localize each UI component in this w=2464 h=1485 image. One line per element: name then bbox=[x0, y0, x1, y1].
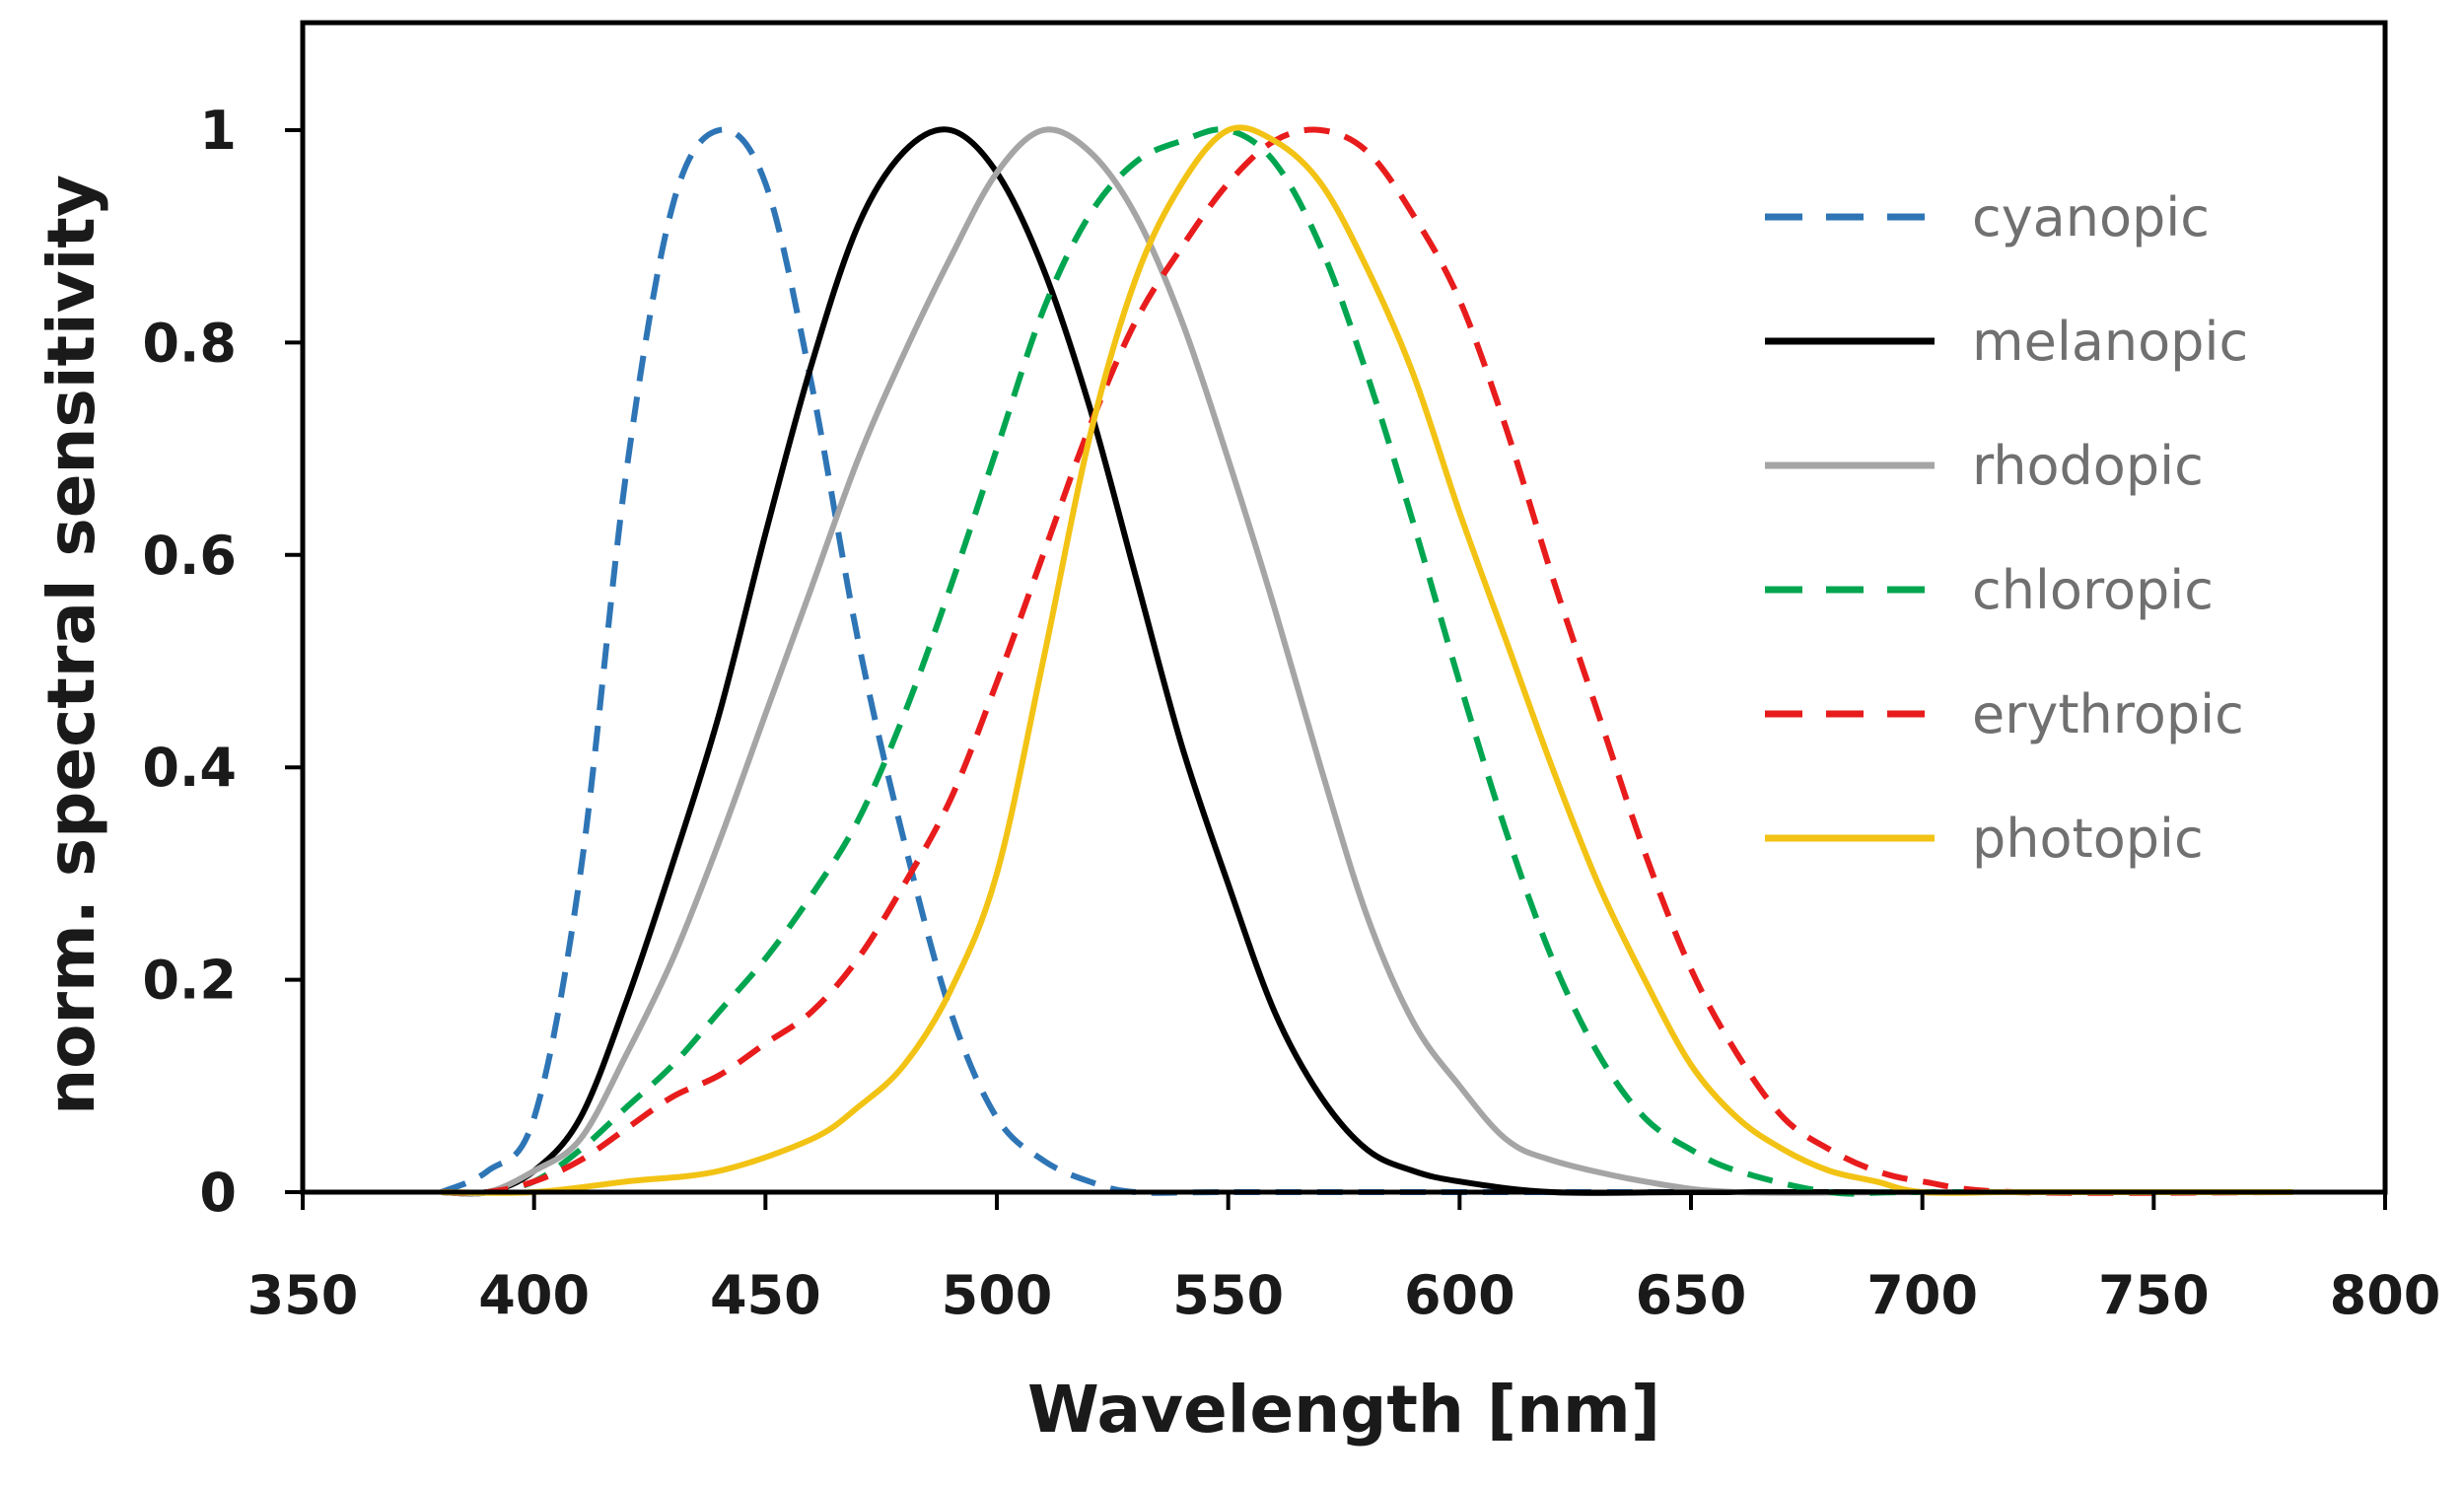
x-tick-label: 700 bbox=[1866, 1264, 1978, 1326]
legend-label-chloropic: chloropic bbox=[1972, 559, 2214, 621]
y-tick-label: 0.2 bbox=[142, 950, 237, 1012]
legend-label-photopic: photopic bbox=[1972, 808, 2204, 870]
legend-label-rhodopic: rhodopic bbox=[1972, 435, 2204, 497]
x-tick-label: 500 bbox=[942, 1264, 1053, 1326]
plot-frame bbox=[300, 20, 2388, 1195]
x-tick-label: 450 bbox=[710, 1264, 821, 1326]
x-axis-title: Wavelength [nm] bbox=[1027, 1372, 1660, 1448]
x-tick-label: 650 bbox=[1636, 1264, 1747, 1326]
y-tick-label: 0.4 bbox=[142, 737, 237, 799]
series-line-chloropic bbox=[441, 126, 2293, 1197]
series-line-photopic bbox=[441, 124, 2293, 1196]
y-tick-label: 1 bbox=[199, 100, 237, 162]
legend: cyanopic melanopic rhodopic chloropic erythr… bbox=[1765, 186, 2248, 870]
legend-label-erythropic: erythropic bbox=[1972, 683, 2244, 745]
x-tick-label: 400 bbox=[478, 1264, 590, 1326]
x-tick-label: 550 bbox=[1172, 1264, 1284, 1326]
x-tick-label: 600 bbox=[1404, 1264, 1515, 1326]
y-tick-label: 0.8 bbox=[142, 312, 237, 374]
y-tick-label: 0 bbox=[199, 1162, 237, 1224]
y-tick-label: 0.6 bbox=[142, 525, 237, 587]
series-line-cyanopic bbox=[440, 126, 2293, 1196]
legend-label-melanopic: melanopic bbox=[1972, 311, 2248, 373]
x-tick-label: 350 bbox=[247, 1264, 359, 1326]
y-axis-title: norm. spectral sensitivity bbox=[34, 175, 109, 1115]
ticks-layer: 350 400 450 500 550 600 650 700 750 800 0 0.2 0.4 0.6… bbox=[142, 100, 2440, 1326]
x-tick-label: 750 bbox=[2098, 1264, 2210, 1326]
series-line-erythropic bbox=[441, 126, 2293, 1196]
legend-label-cyanopic: cyanopic bbox=[1972, 186, 2210, 248]
series-line-rhodopic bbox=[441, 126, 2293, 1197]
series-layer bbox=[440, 124, 2293, 1197]
series-line-melanopic bbox=[441, 126, 2293, 1197]
x-tick-label: 800 bbox=[2330, 1264, 2441, 1326]
